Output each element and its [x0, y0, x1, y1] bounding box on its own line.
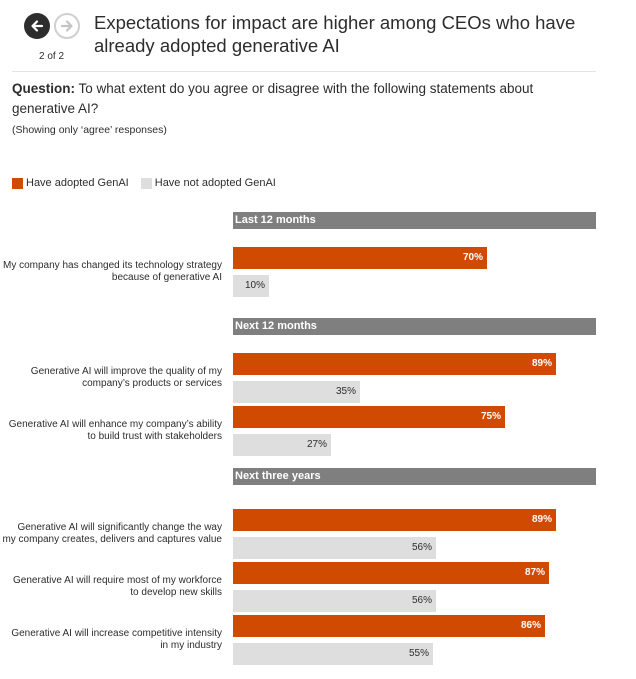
legend-item-adopted: Have adopted GenAI: [12, 177, 129, 189]
bar-not-adopted: 55%: [233, 643, 433, 665]
group-header: Last 12 months: [233, 212, 596, 229]
data-label-adopted: 75%: [480, 411, 501, 422]
data-label-not-adopted: 55%: [408, 648, 429, 659]
statement-label: Generative AI will require most of my wo…: [13, 575, 222, 598]
data-label-adopted: 70%: [462, 252, 483, 263]
bar-adopted: 89%: [233, 509, 556, 531]
legend-swatch-adopted: [12, 177, 23, 189]
data-label-adopted: 89%: [531, 514, 552, 525]
data-label-not-adopted: 10%: [244, 280, 265, 291]
bar-adopted: 86%: [233, 615, 545, 637]
question: Question: To what extent do you agree or…: [12, 79, 572, 119]
statement-label: Generative AI will improve the quality o…: [30, 366, 222, 389]
legend-swatch-not-adopted: [140, 177, 152, 189]
pager-nav: 2 of 2: [24, 13, 84, 65]
chart-title: Expectations for impact are higher among…: [94, 12, 576, 56]
legend-label-not-adopted: Have not adopted GenAI: [154, 177, 276, 189]
bar-adopted: 87%: [233, 562, 549, 584]
bar-not-adopted: 56%: [233, 537, 436, 559]
bar-not-adopted: 10%: [233, 275, 269, 297]
group-header: Next 12 months: [233, 318, 596, 335]
page-indicator: 2 of 2: [39, 51, 65, 62]
group-header: Next three years: [233, 468, 596, 485]
bar-adopted: 75%: [233, 406, 505, 428]
legend-item-not-adopted: Have not adopted GenAI: [140, 177, 276, 189]
question-label: Question:: [12, 81, 75, 96]
response-note: (Showing only ‘agree’ responses): [12, 124, 167, 136]
legend-label-adopted: Have adopted GenAI: [26, 177, 129, 189]
statement-label: Generative AI will significantly change …: [2, 522, 222, 545]
data-label-adopted: 87%: [524, 567, 545, 578]
statement-label: Generative AI will enhance my company’s …: [8, 419, 222, 442]
arrow-left-icon: [31, 20, 44, 32]
data-label-adopted: 86%: [520, 620, 541, 631]
statement-label: Generative AI will increase competitive …: [11, 628, 222, 651]
next-button[interactable]: [54, 13, 80, 39]
bar-adopted: 70%: [233, 247, 487, 269]
arrow-right-icon: [60, 20, 73, 32]
question-text: To what extent do you agree or disagree …: [12, 81, 534, 116]
data-label-not-adopted: 35%: [335, 386, 356, 397]
bar-not-adopted: 35%: [233, 381, 360, 403]
data-label-not-adopted: 27%: [306, 439, 327, 450]
statement-label: My company has changed its technology st…: [2, 260, 222, 283]
legend: Have adopted GenAI Have not adopted GenA…: [12, 177, 288, 189]
data-label-not-adopted: 56%: [411, 595, 432, 606]
bar-not-adopted: 27%: [233, 434, 331, 456]
bar-adopted: 89%: [233, 353, 556, 375]
previous-button[interactable]: [24, 13, 50, 39]
bar-not-adopted: 56%: [233, 590, 436, 612]
divider: [12, 71, 596, 72]
data-label-not-adopted: 56%: [411, 542, 432, 553]
data-label-adopted: 89%: [531, 358, 552, 369]
